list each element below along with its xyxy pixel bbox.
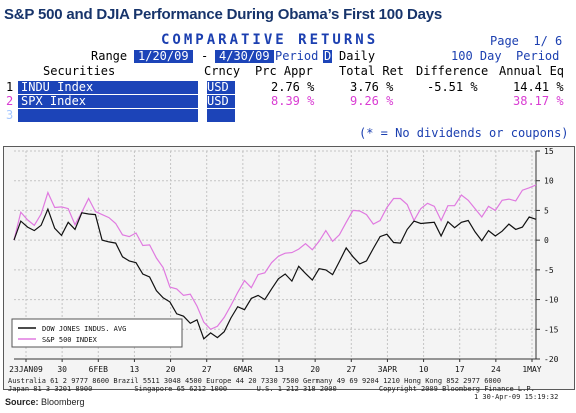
period-code-field[interactable]: D: [323, 49, 333, 63]
footer-timestamp: 1 30-Apr-09 15:19:32: [474, 393, 559, 401]
y-tick-label: -15: [544, 325, 559, 334]
chart-panel: 15 10 5 0 -5 -10 -15 -20 23JAN09 30 6FEB 13 20 27 6MAR…: [3, 146, 575, 390]
row-number: 3: [6, 108, 14, 122]
security-field[interactable]: [18, 109, 198, 122]
x-tick-label: 17: [455, 365, 465, 374]
difference-value: -5.51 %: [427, 80, 478, 94]
range-dash: -: [201, 49, 209, 63]
y-tick-label: 0: [544, 236, 549, 245]
spx-series-line: [13, 184, 537, 331]
x-tick-label: 6FEB: [89, 365, 108, 374]
x-tick-label: 20: [166, 365, 176, 374]
y-tick-label: 15: [544, 147, 554, 156]
currency-field[interactable]: USD: [207, 81, 235, 94]
period-label: Period: [275, 49, 319, 63]
x-tick-label: 6MAR: [233, 365, 252, 374]
dividends-note: (* = No dividends or coupons): [359, 126, 569, 140]
terminal-title: COMPARATIVE RETURNS: [161, 32, 379, 48]
prc-appr-value: 2.76 %: [271, 80, 315, 94]
x-tick-label: 27: [202, 365, 212, 374]
y-tick-label: -20: [544, 355, 559, 364]
range-label: Range: [91, 49, 128, 63]
row-number: 1: [6, 80, 14, 94]
range-end-field[interactable]: 4/30/09: [215, 50, 274, 63]
x-tick-label: 13: [130, 365, 140, 374]
annual-eq-value: 14.41 %: [513, 80, 564, 94]
legend-label: S&P 500 INDEX: [42, 336, 98, 344]
period-value: Daily: [339, 49, 376, 63]
x-tick-label: 30: [57, 365, 67, 374]
header-difference: Difference: [416, 64, 489, 78]
security-field[interactable]: INDU Index: [18, 81, 198, 94]
x-tick-label: 20: [310, 365, 320, 374]
page-indicator: Page 1/ 6: [490, 34, 563, 48]
x-tick-label: 10: [419, 365, 429, 374]
y-tick-label: 10: [544, 177, 554, 186]
x-tick-label: 3APR: [378, 365, 397, 374]
header-crncy: Crncy: [204, 64, 241, 78]
footer-line-1: Australia 61 2 9777 8600 Brazil 5511 304…: [8, 377, 502, 385]
y-tick-label: -10: [544, 296, 559, 305]
total-ret-value: 9.26 %: [350, 94, 394, 108]
total-ret-value: 3.76 %: [350, 80, 394, 94]
footer-line-2: Japan 81 3 3201 8900 Singapore 65 6212 1…: [8, 385, 535, 393]
bloomberg-terminal-panel: COMPARATIVE RETURNS Page 1/ 6 Range 1/20…: [3, 32, 573, 144]
period-summary: 100 Day Period: [451, 49, 560, 63]
header-total-ret: Total Ret: [339, 64, 405, 78]
x-tick-label: 23JAN09: [9, 365, 43, 374]
row-number: 2: [6, 94, 14, 108]
range-start-field[interactable]: 1/20/09: [134, 50, 193, 63]
source-label: Source:: [5, 397, 39, 407]
header-prc-appr: Prc Appr: [255, 64, 313, 78]
header-annual-eq: Annual Eq: [499, 64, 565, 78]
currency-field[interactable]: USD: [207, 95, 235, 108]
x-tick-label: 24: [491, 365, 501, 374]
legend-box: [11, 318, 183, 348]
x-tick-label: 1MAY: [522, 365, 541, 374]
legend-label: DOW JONES INDUS. AVG: [42, 325, 126, 333]
djia-series-line: [13, 207, 537, 340]
source-credit: Source: Bloomberg: [5, 397, 85, 407]
header-securities: Securities: [43, 64, 116, 78]
line-chart: 15 10 5 0 -5 -10 -15 -20 23JAN09 30 6FEB 13 20 27 6MAR…: [9, 147, 559, 374]
prc-appr-value: 8.39 %: [271, 94, 315, 108]
currency-field[interactable]: [207, 109, 235, 122]
security-field[interactable]: SPX Index: [18, 95, 198, 108]
page-headline: S&P 500 and DJIA Performance During Obam…: [4, 6, 443, 23]
y-tick-label: -5: [544, 266, 554, 275]
x-tick-label: 13: [274, 365, 284, 374]
x-tick-label: 27: [346, 365, 356, 374]
source-name: Bloomberg: [41, 397, 85, 407]
y-tick-label: 5: [544, 206, 549, 215]
annual-eq-value: 38.17 %: [513, 94, 564, 108]
